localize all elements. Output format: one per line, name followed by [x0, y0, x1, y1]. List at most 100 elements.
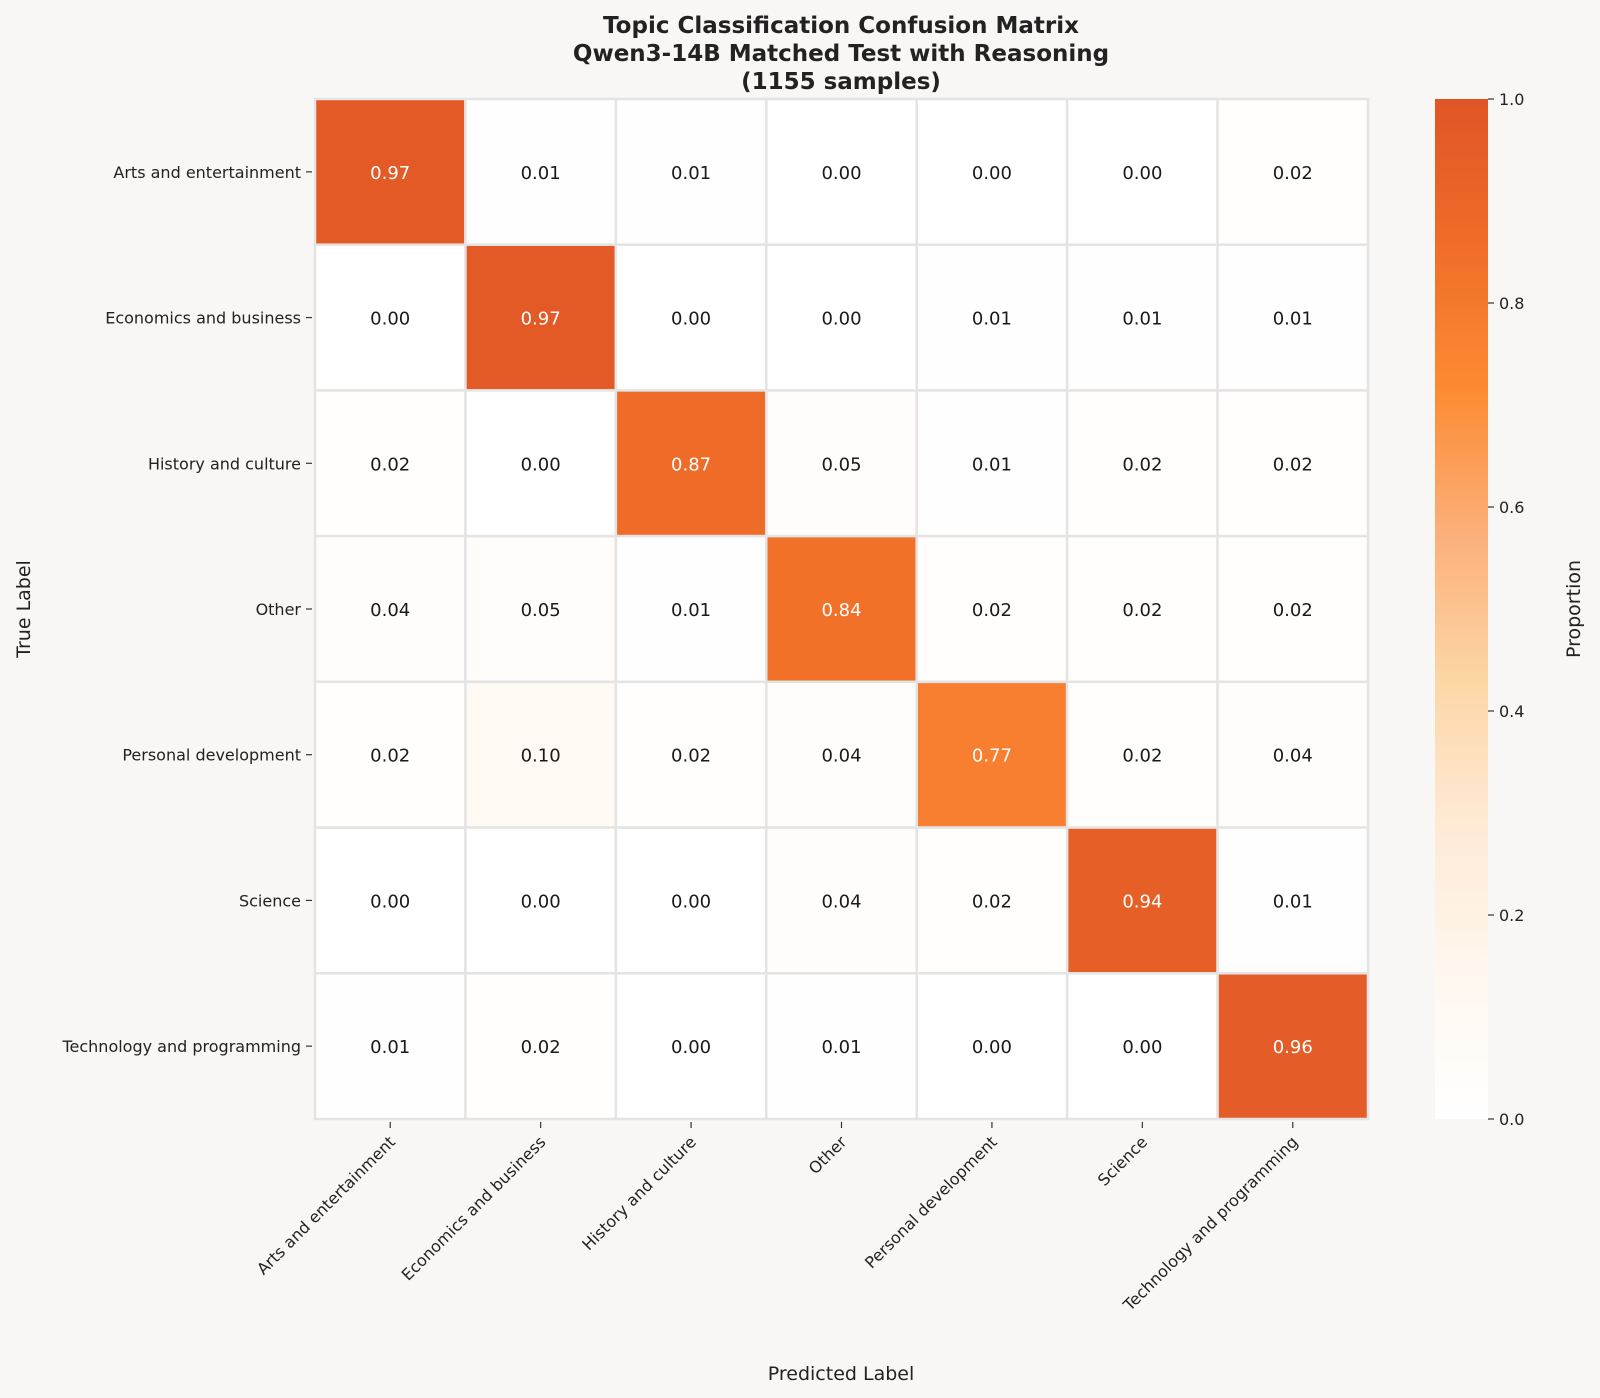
- cell-value-label: 0.00: [671, 309, 711, 330]
- heatmap-cell: [1065, 97, 1219, 246]
- x-tick-label: Personal development: [861, 1132, 1001, 1272]
- heatmap-cell: [765, 389, 918, 538]
- heatmap-cell: [614, 243, 768, 392]
- y-tick-label: Other: [256, 600, 302, 619]
- cell-value-label: 0.01: [821, 1037, 861, 1058]
- cell-value-label: 0.01: [1273, 891, 1313, 912]
- y-tick-labels: Arts and entertainment Economics and busi…: [61, 163, 312, 1056]
- colorbar-tick-label: 0.2: [1499, 906, 1524, 925]
- heatmap-cell: [464, 826, 618, 975]
- cell-value-label: 0.01: [1273, 309, 1313, 330]
- y-axis-label: True Label: [13, 560, 35, 659]
- heatmap-cell: [1216, 389, 1370, 538]
- cell-value-label: 0.00: [671, 1037, 711, 1058]
- cell-value-label: 0.02: [521, 1037, 561, 1058]
- colorbar-tick-label: 0.8: [1499, 294, 1524, 313]
- y-tick-label: Technology and programming: [61, 1037, 301, 1056]
- heatmap-cell: [614, 680, 768, 829]
- cell-value-label: 0.02: [1273, 163, 1313, 184]
- cell-value-label: 0.02: [671, 746, 711, 767]
- heatmap-cell: [1065, 972, 1219, 1121]
- cell-value-label: 0.00: [821, 309, 861, 330]
- y-tick-label: Economics and business: [105, 309, 301, 328]
- cell-value-label: 0.02: [1122, 600, 1162, 621]
- cell-value-label: 0.00: [1122, 1037, 1162, 1058]
- colorbar-tick-label: 1.0: [1499, 90, 1524, 109]
- heatmap-cell: [1216, 534, 1370, 684]
- x-tick-label: Technology and programming: [1119, 1132, 1302, 1315]
- cell-value-label: 0.02: [1122, 454, 1162, 475]
- cell-value-label: 0.01: [521, 163, 561, 184]
- cell-value-label: 0.96: [1273, 1037, 1313, 1058]
- heatmap-cell: [765, 972, 918, 1121]
- cell-value-label: 0.00: [671, 891, 711, 912]
- heatmap-cell: [464, 97, 618, 246]
- cell-value-label: 0.84: [821, 600, 861, 621]
- cell-value-label: 0.02: [1122, 746, 1162, 767]
- heatmap-cell: [614, 389, 768, 538]
- colorbar: [1435, 99, 1488, 1119]
- heatmap-cell: [614, 97, 768, 246]
- cell-value-label: 0.97: [521, 309, 561, 330]
- heatmap-cell: [313, 680, 467, 829]
- cell-value-label: 0.02: [370, 454, 410, 475]
- x-tick-label: Arts and entertainment: [253, 1132, 399, 1278]
- heatmap-cell: [313, 972, 467, 1121]
- heatmap-cell: [765, 826, 918, 975]
- cell-value-label: 0.87: [671, 454, 711, 475]
- cell-value-label: 0.02: [1273, 454, 1313, 475]
- chart-title-line-1: Topic Classification Confusion Matrix: [603, 13, 1079, 39]
- cell-value-label: 0.05: [821, 454, 861, 475]
- heatmap-cell: [1216, 243, 1370, 392]
- heatmap-cell: [915, 389, 1069, 538]
- heatmap-cell: [1065, 534, 1219, 684]
- cell-value-label: 0.00: [521, 454, 561, 475]
- cell-value-label: 0.00: [370, 309, 410, 330]
- colorbar-tick-label: 0.6: [1499, 498, 1524, 517]
- y-tick-label: Science: [239, 891, 301, 910]
- x-tick-label: Other: [805, 1132, 851, 1178]
- cell-value-label: 0.00: [370, 891, 410, 912]
- heatmap-cell: [1216, 972, 1370, 1121]
- colorbar-ticks: 0.0 0.2 0.4 0.6 0.8 1.0: [1488, 90, 1524, 1129]
- colorbar-label: Proportion: [1563, 560, 1585, 658]
- cell-value-label: 0.01: [972, 309, 1012, 330]
- cell-value-label: 0.01: [1122, 309, 1162, 330]
- cell-value-label: 0.04: [1273, 746, 1313, 767]
- y-tick-label: Arts and entertainment: [113, 163, 301, 182]
- heatmap-cell: [464, 534, 618, 684]
- chart-title-line-2: Qwen3-14B Matched Test with Reasoning: [573, 41, 1109, 67]
- cell-value-label: 0.97: [370, 163, 410, 184]
- colorbar-tick-label: 0.4: [1499, 702, 1524, 721]
- heatmap-cell: [313, 243, 467, 392]
- heatmap-cell: [464, 389, 618, 538]
- x-tick-label: Economics and business: [398, 1132, 550, 1284]
- x-axis-label: Predicted Label: [768, 1363, 915, 1385]
- x-tick-label: History and culture: [578, 1132, 700, 1254]
- heatmap-cell: [915, 243, 1069, 392]
- cell-value-label: 0.00: [972, 1037, 1012, 1058]
- heatmap-cell: [313, 534, 467, 684]
- cell-value-label: 0.01: [370, 1037, 410, 1058]
- cell-value-label: 0.01: [671, 163, 711, 184]
- cell-value-label: 0.02: [972, 891, 1012, 912]
- cell-value-label: 0.77: [972, 746, 1012, 767]
- heatmap-cells: 0.97 0.01 0.01 0.00 0.00 0.00 0.02 0.00 0.97 0.00…: [313, 97, 1370, 1121]
- colorbar-tick-label: 0.0: [1499, 1110, 1524, 1129]
- y-tick-label: History and culture: [148, 454, 301, 473]
- cell-value-label: 0.00: [521, 891, 561, 912]
- x-tick-label: Science: [1094, 1132, 1151, 1189]
- cell-value-label: 0.02: [1273, 600, 1313, 621]
- chart-title-line-3: (1155 samples): [741, 69, 941, 95]
- heatmap-cell: [313, 826, 467, 975]
- heatmap-cell: [765, 534, 918, 684]
- cell-value-label: 0.01: [972, 454, 1012, 475]
- heatmap-cell: [614, 972, 768, 1121]
- cell-value-label: 0.01: [671, 600, 711, 621]
- cell-value-label: 0.02: [972, 600, 1012, 621]
- cell-value-label: 0.00: [972, 163, 1012, 184]
- heatmap-cell: [1216, 826, 1370, 975]
- cell-value-label: 0.04: [821, 891, 861, 912]
